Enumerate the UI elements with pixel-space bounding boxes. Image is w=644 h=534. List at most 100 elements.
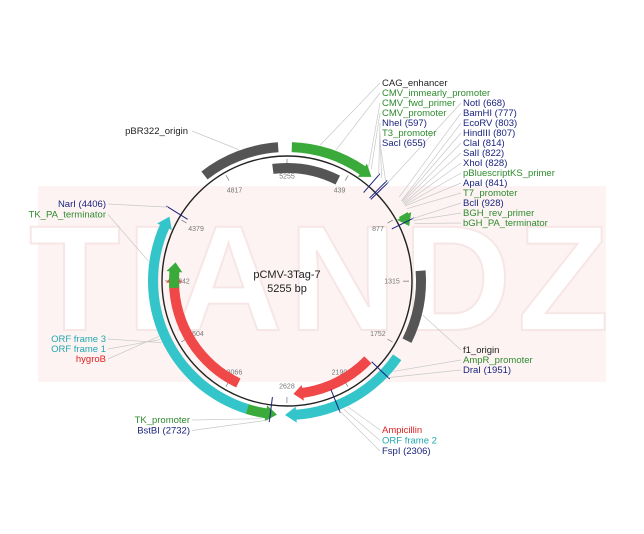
map-label: ApaI (841) xyxy=(463,178,507,189)
map-label: CMV_fwd_primer xyxy=(382,98,455,109)
label-layer: CAG_enhancerCMV_immearly_promoterCMV_fwd… xyxy=(29,78,555,457)
leader-line xyxy=(398,112,462,198)
map-label: FspI (2306) xyxy=(382,446,431,457)
map-label: TK_promoter xyxy=(135,415,190,426)
leader-line xyxy=(401,132,462,202)
map-label: f1_origin xyxy=(463,345,499,356)
map-label: TK_PA_terminator xyxy=(29,210,106,221)
map-label: DraI (1951) xyxy=(463,365,511,376)
tick-label: 4379 xyxy=(188,226,204,233)
leader-line xyxy=(413,212,462,221)
tk-promoter-arc xyxy=(245,404,277,422)
leader-line xyxy=(347,406,381,431)
tk-pa-terminator-arc xyxy=(166,262,183,289)
tick-label: 439 xyxy=(334,188,346,195)
orf-frame-2-arc xyxy=(284,354,402,423)
leader-line xyxy=(402,142,462,203)
leader-line xyxy=(107,339,160,350)
fspi-site-mark xyxy=(330,389,341,413)
tick-label: 1752 xyxy=(370,331,386,338)
leader-line xyxy=(339,410,381,452)
map-label: NarI (4406) xyxy=(58,199,106,210)
tick-label: 3504 xyxy=(188,331,204,338)
tick-label: 3942 xyxy=(174,278,190,285)
naei-site-mark xyxy=(166,205,188,220)
leader-line xyxy=(403,162,462,205)
tick-label: 877 xyxy=(372,226,384,233)
map-label: EcoRV (803) xyxy=(463,118,517,129)
pbr322-origin-arc xyxy=(201,142,279,180)
map-label: HindIII (807) xyxy=(463,128,515,139)
leader-line xyxy=(107,338,162,343)
leader-line xyxy=(388,369,462,378)
tick-label: 2190 xyxy=(332,369,348,376)
tick-label: 4817 xyxy=(227,188,243,195)
map-label: NheI (597) xyxy=(382,118,427,129)
leader-line xyxy=(406,192,462,210)
leader-line xyxy=(412,202,462,220)
map-label: BclI (928) xyxy=(463,198,504,209)
watermark-text: TIANDZ xyxy=(29,194,615,362)
leader-line-layer xyxy=(107,82,462,452)
cmv-promoter-arc xyxy=(272,163,341,185)
plasmid-size: 5255 bp xyxy=(267,283,307,295)
tick-mark xyxy=(344,175,349,181)
tick-mark xyxy=(387,338,393,343)
leader-line xyxy=(191,130,239,150)
leader-line xyxy=(387,102,462,184)
ampicillin-arc xyxy=(293,356,372,401)
tick-label: 1315 xyxy=(384,279,400,286)
leader-line xyxy=(422,314,462,351)
bstbi-site-mark xyxy=(268,397,273,422)
leader-line xyxy=(393,359,462,372)
map-label: XhoI (828) xyxy=(463,158,507,169)
map-label: CAG_enhancer xyxy=(382,78,447,89)
plasmid-name: pCMV-3Tag-7 xyxy=(253,269,320,281)
map-label: AmpR_promoter xyxy=(463,355,533,366)
leader-line xyxy=(107,336,159,360)
leader-line xyxy=(191,418,262,421)
map-label: ORF frame 3 xyxy=(51,334,106,345)
site-mark-layer xyxy=(166,173,415,422)
watermark-band xyxy=(38,186,606,382)
leader-line xyxy=(403,152,462,204)
leader-line xyxy=(319,82,381,146)
map-label: CMV_promoter xyxy=(382,108,446,119)
tick-label: 5255 xyxy=(279,174,295,181)
map-label: ORF frame 2 xyxy=(382,436,437,447)
map-label: SacI (655) xyxy=(382,138,426,149)
leader-line xyxy=(378,122,381,176)
backbone-circle xyxy=(161,155,413,407)
tick-mark xyxy=(181,219,187,224)
map-label: ORF frame 1 xyxy=(51,344,106,355)
map-label: T3_promoter xyxy=(382,128,436,139)
bcli-site-mark xyxy=(391,217,415,230)
orf-frame-3-arc xyxy=(148,216,249,414)
map-label: Ampicillin xyxy=(382,425,422,436)
f1-origin-arc xyxy=(402,270,427,343)
leader-line xyxy=(191,419,270,431)
map-label: BamHI (777) xyxy=(463,108,517,119)
leader-line xyxy=(335,92,381,151)
map-label: SalI (822) xyxy=(463,148,504,159)
nhei-site-mark xyxy=(363,173,381,193)
map-label: pBR322_origin xyxy=(125,126,188,137)
leader-line xyxy=(401,122,462,201)
map-label: BstBI (2732) xyxy=(137,426,190,437)
map-label: pBluescriptKS_primer xyxy=(463,168,555,179)
map-label: bGH_PA_terminator xyxy=(463,218,548,229)
tick-mark xyxy=(225,175,230,181)
leader-line xyxy=(379,142,387,182)
noti-site-mark xyxy=(370,181,390,200)
leader-line xyxy=(414,222,462,224)
map-label: T7_promoter xyxy=(463,188,517,199)
map-label: hygroB xyxy=(76,354,106,365)
leader-line xyxy=(368,102,381,168)
tick-label: 3066 xyxy=(227,369,243,376)
map-label: CMV_immearly_promoter xyxy=(382,88,490,99)
leader-line xyxy=(107,214,149,262)
leader-line xyxy=(405,182,462,207)
saci-site-mark xyxy=(369,180,388,199)
leader-line xyxy=(404,172,462,206)
